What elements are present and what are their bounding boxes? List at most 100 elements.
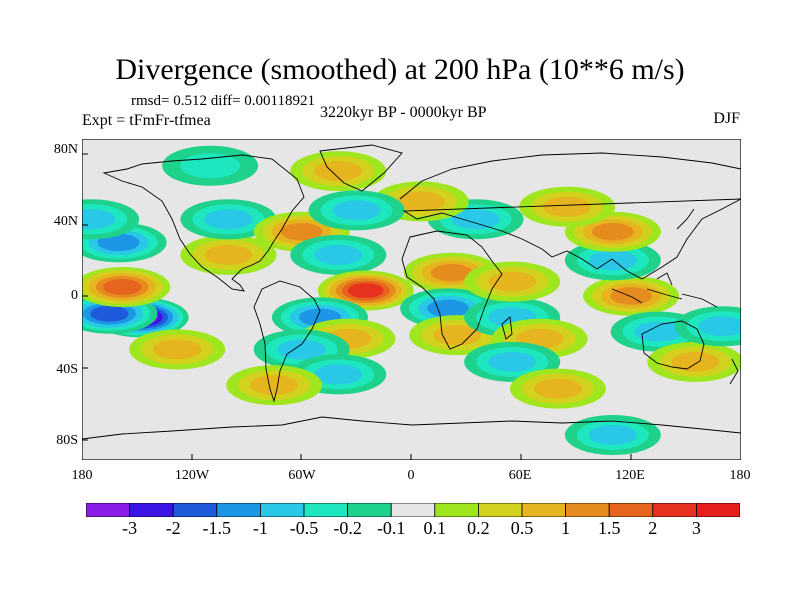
contour-atlantic-convergence-2 <box>314 244 363 265</box>
colorbar-label: -1.5 <box>202 518 232 538</box>
contour-west-pacific-convergence-4 <box>90 305 129 322</box>
contour-south-america-convergence-2 <box>277 339 326 360</box>
feature-siberia-divergence <box>519 186 616 227</box>
contour-maritime-continent-divergence-3 <box>610 287 653 305</box>
lat-label-40n: 40N <box>53 214 78 229</box>
stats-text: rmsd= 0.512 diff= 0.00118921 <box>131 93 315 109</box>
lat-label-40s: 40S <box>56 362 78 377</box>
coast-north-america <box>102 154 305 292</box>
contour-equatorial-atlantic-divergence-5 <box>347 283 384 299</box>
lon-label-120e: 120E <box>615 468 645 483</box>
feature-north-america-convergence <box>180 199 277 240</box>
colorbar-label: 1 <box>561 518 571 538</box>
contour-southern-ocean-convergence-2 <box>314 364 363 385</box>
coast-japan <box>676 208 695 230</box>
contour-europe-divergence-2 <box>396 191 445 212</box>
period-label: 3220kyr BP - 0000kyr BP <box>320 104 487 121</box>
colorbar-swatch-7 <box>390 503 436 517</box>
coast-greenland <box>319 144 403 192</box>
colorbar-label: 0.2 <box>467 518 490 538</box>
colorbar-swatch-12 <box>608 503 654 517</box>
coast-new-zealand <box>729 358 739 385</box>
colorbar-label: -0.2 <box>333 518 362 538</box>
feature-tasman-divergence <box>647 341 741 382</box>
lon-label-180w: 180 <box>71 468 93 483</box>
contour-east-asia-divergence-3 <box>591 222 634 241</box>
colorbar-swatch-8 <box>434 503 479 517</box>
feature-north-pacific-convergence <box>82 222 167 263</box>
lat-label-80s: 80S <box>56 433 78 448</box>
contour-north-pacific-divergence-4 <box>103 279 142 296</box>
coast-australia <box>641 320 705 370</box>
feature-arctic-convergence <box>162 145 259 186</box>
contour-southern-ocean-divergence-west-2 <box>250 375 299 396</box>
colorbar-label: -0.5 <box>289 518 319 538</box>
season-label: DJF <box>713 110 740 127</box>
coast-madagascar <box>501 316 513 340</box>
contour-north-america-convergence-2 <box>204 209 253 230</box>
divergence-map <box>82 139 741 460</box>
contour-south-pacific-convergence-2 <box>698 316 741 337</box>
colorbar-label: -0.1 <box>376 518 406 538</box>
colorbar-swatch-6 <box>347 503 392 517</box>
coast-south-america <box>253 280 321 403</box>
lat-label-0: 0 <box>71 288 78 303</box>
lon-label-60w: 60W <box>288 468 316 483</box>
coast-antarctica <box>82 416 741 440</box>
feature-west-pacific-convergence-north <box>82 199 140 240</box>
lon-label-60e: 60E <box>508 468 532 483</box>
lon-label-0: 0 <box>407 468 415 483</box>
coastlines <box>82 144 741 440</box>
contour-tasman-divergence-2 <box>671 351 720 372</box>
contour-antarctic-convergence-2 <box>588 425 637 446</box>
contour-west-pacific-convergence-north-2 <box>82 209 116 230</box>
lon-label-120w: 120W <box>174 468 210 483</box>
feature-south-pacific-convergence <box>674 306 741 347</box>
contour-south-indian-divergence-2 <box>533 378 582 399</box>
coast-indonesia <box>611 272 718 308</box>
colorbar-label: -1 <box>252 518 268 538</box>
colorbar-swatch-4 <box>259 503 305 517</box>
colorbar-label: -2 <box>165 518 181 538</box>
feature-equatorial-atlantic-divergence <box>317 270 414 311</box>
contour-eurasia-convergence-2 <box>451 209 500 230</box>
contour-north-atlantic-convergence-2 <box>332 200 381 221</box>
feature-east-asia-convergence <box>564 240 661 281</box>
contour-arabian-divergence-2 <box>488 271 537 292</box>
colorbar-swatch-3 <box>216 503 261 517</box>
contour-south-indian-convergence-2 <box>488 351 537 372</box>
colorbar-label: 2 <box>648 518 658 538</box>
contour-east-pacific-divergence-2 <box>153 339 202 360</box>
colorbar <box>86 503 740 517</box>
feature-north-pacific-divergence <box>82 267 171 308</box>
colorbar-swatch-1 <box>129 503 174 517</box>
colorbar-swatch-10 <box>521 503 566 517</box>
contour-north-america-divergence-2 <box>204 244 253 265</box>
contour-east-asia-convergence-2 <box>588 250 637 271</box>
colorbar-swatch-13 <box>652 503 697 517</box>
experiment-label: Expt = tFmFr-tfmea <box>82 112 211 129</box>
feature-north-atlantic-convergence <box>308 190 405 231</box>
lon-label-180e: 180 <box>729 468 751 483</box>
colorbar-swatch-5 <box>303 503 348 517</box>
colorbar-label: 3 <box>691 518 701 538</box>
feature-southern-ocean-divergence-west <box>226 365 323 406</box>
feature-maritime-continent-divergence <box>583 275 680 316</box>
contour-north-pacific-convergence-3 <box>97 233 140 252</box>
coast-europe-asia <box>399 152 741 280</box>
feature-east-pacific-divergence <box>129 329 226 370</box>
feature-arabian-divergence <box>464 261 561 302</box>
contour-arctic-convergence-1 <box>180 153 241 179</box>
contour-africa-divergence-3 <box>430 264 473 282</box>
colorbar-label: -3 <box>122 518 138 538</box>
colorbar-swatch-0 <box>86 503 130 517</box>
feature-south-indian-divergence <box>509 368 606 409</box>
coast-africa <box>401 230 503 350</box>
feature-antarctic-convergence <box>564 415 661 456</box>
contour-north-atlantic-divergence-3 <box>280 222 323 241</box>
feature-atlantic-convergence <box>290 234 387 275</box>
colorbar-swatch-11 <box>565 503 610 517</box>
plot-title: Divergence (smoothed) at 200 hPa (10**6 … <box>115 53 685 86</box>
colorbar-label: 1.5 <box>597 518 621 538</box>
colorbar-swatch-2 <box>172 503 218 517</box>
